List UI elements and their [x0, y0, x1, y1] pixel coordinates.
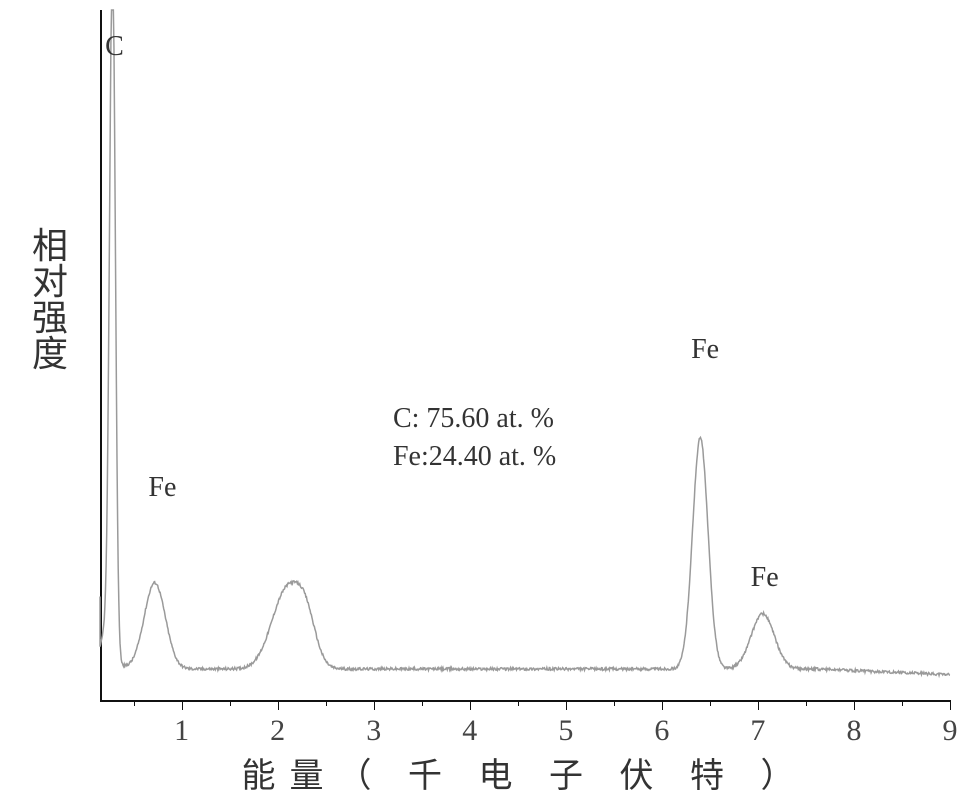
peak-label: Fe — [751, 562, 779, 594]
peak-label: C — [105, 31, 124, 63]
peak-label: Fe — [148, 472, 176, 504]
composition-line: Fe:24.40 at. % — [393, 438, 556, 476]
peak-label: Fe — [691, 334, 719, 366]
composition-text: C: 75.60 at. %Fe:24.40 at. % — [393, 400, 556, 476]
composition-line: C: 75.60 at. % — [393, 400, 556, 438]
spectrum-line — [100, 10, 950, 675]
